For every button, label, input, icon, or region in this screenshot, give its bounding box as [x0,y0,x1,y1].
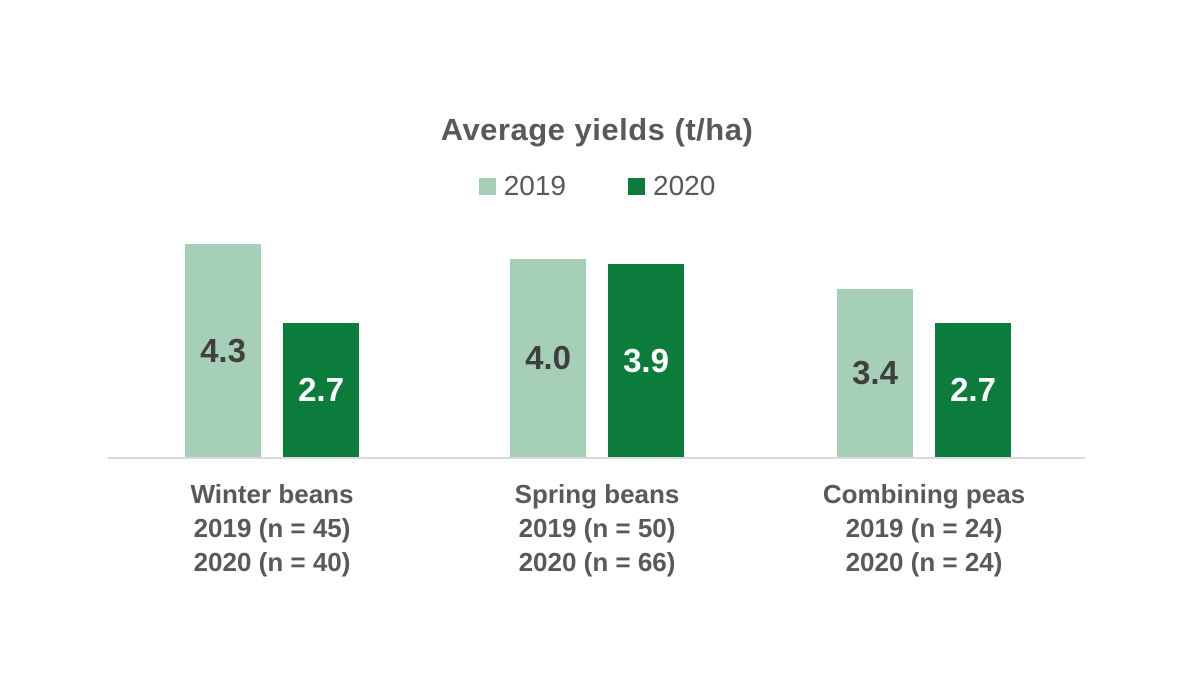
category-name: Winter beans [190,479,354,509]
chart-legend: 2019 2020 [0,170,1194,202]
chart-title: Average yields (t/ha) [440,112,754,147]
legend-swatch-2019-icon [478,177,496,195]
bar-2020-spring-beans: 3.9 [608,264,684,457]
bar-value-label: 3.9 [623,341,669,379]
bar-value-label: 2.7 [950,371,996,408]
category-subline-2019: 2019 (n = 45) [193,513,351,543]
bar-2019-winter-beans: 4.3 [185,244,261,457]
bar-2019-combining-peas: 3.4 [837,289,913,457]
x-axis-line [108,457,1085,459]
bar-value-label: 4.3 [200,331,246,369]
bar-value-label: 2.7 [298,371,344,408]
category-label-winter-beans: Winter beans 2019 (n = 45) 2020 (n = 40) [112,477,432,579]
legend-item-2019: 2019 [478,170,566,202]
category-subline-2020: 2020 (n = 40) [193,547,351,577]
bar-2020-combining-peas: 2.7 [935,323,1011,457]
category-label-spring-beans: Spring beans 2019 (n = 50) 2020 (n = 66) [437,477,757,579]
category-name: Spring beans [514,479,680,509]
bar-2020-winter-beans: 2.7 [283,323,359,457]
category-subline-2019: 2019 (n = 24) [845,513,1003,543]
category-name: Combining peas [822,479,1026,509]
legend-item-2020: 2020 [628,170,715,202]
category-subline-2019: 2019 (n = 50) [518,513,676,543]
bar-2019-spring-beans: 4.0 [510,259,586,457]
category-label-combining-peas: Combining peas 2019 (n = 24) 2020 (n = 2… [764,477,1084,579]
bar-value-label: 4.0 [525,339,571,376]
category-subline-2020: 2020 (n = 24) [845,547,1003,577]
category-subline-2020: 2020 (n = 66) [518,547,676,577]
legend-label-2019: 2019 [503,170,566,201]
x-axis-labels: Winter beans 2019 (n = 45) 2020 (n = 40)… [0,477,1200,597]
legend-swatch-2020-icon [628,177,645,195]
bar-value-label: 3.4 [852,354,898,391]
legend-label-2020: 2020 [653,170,716,201]
